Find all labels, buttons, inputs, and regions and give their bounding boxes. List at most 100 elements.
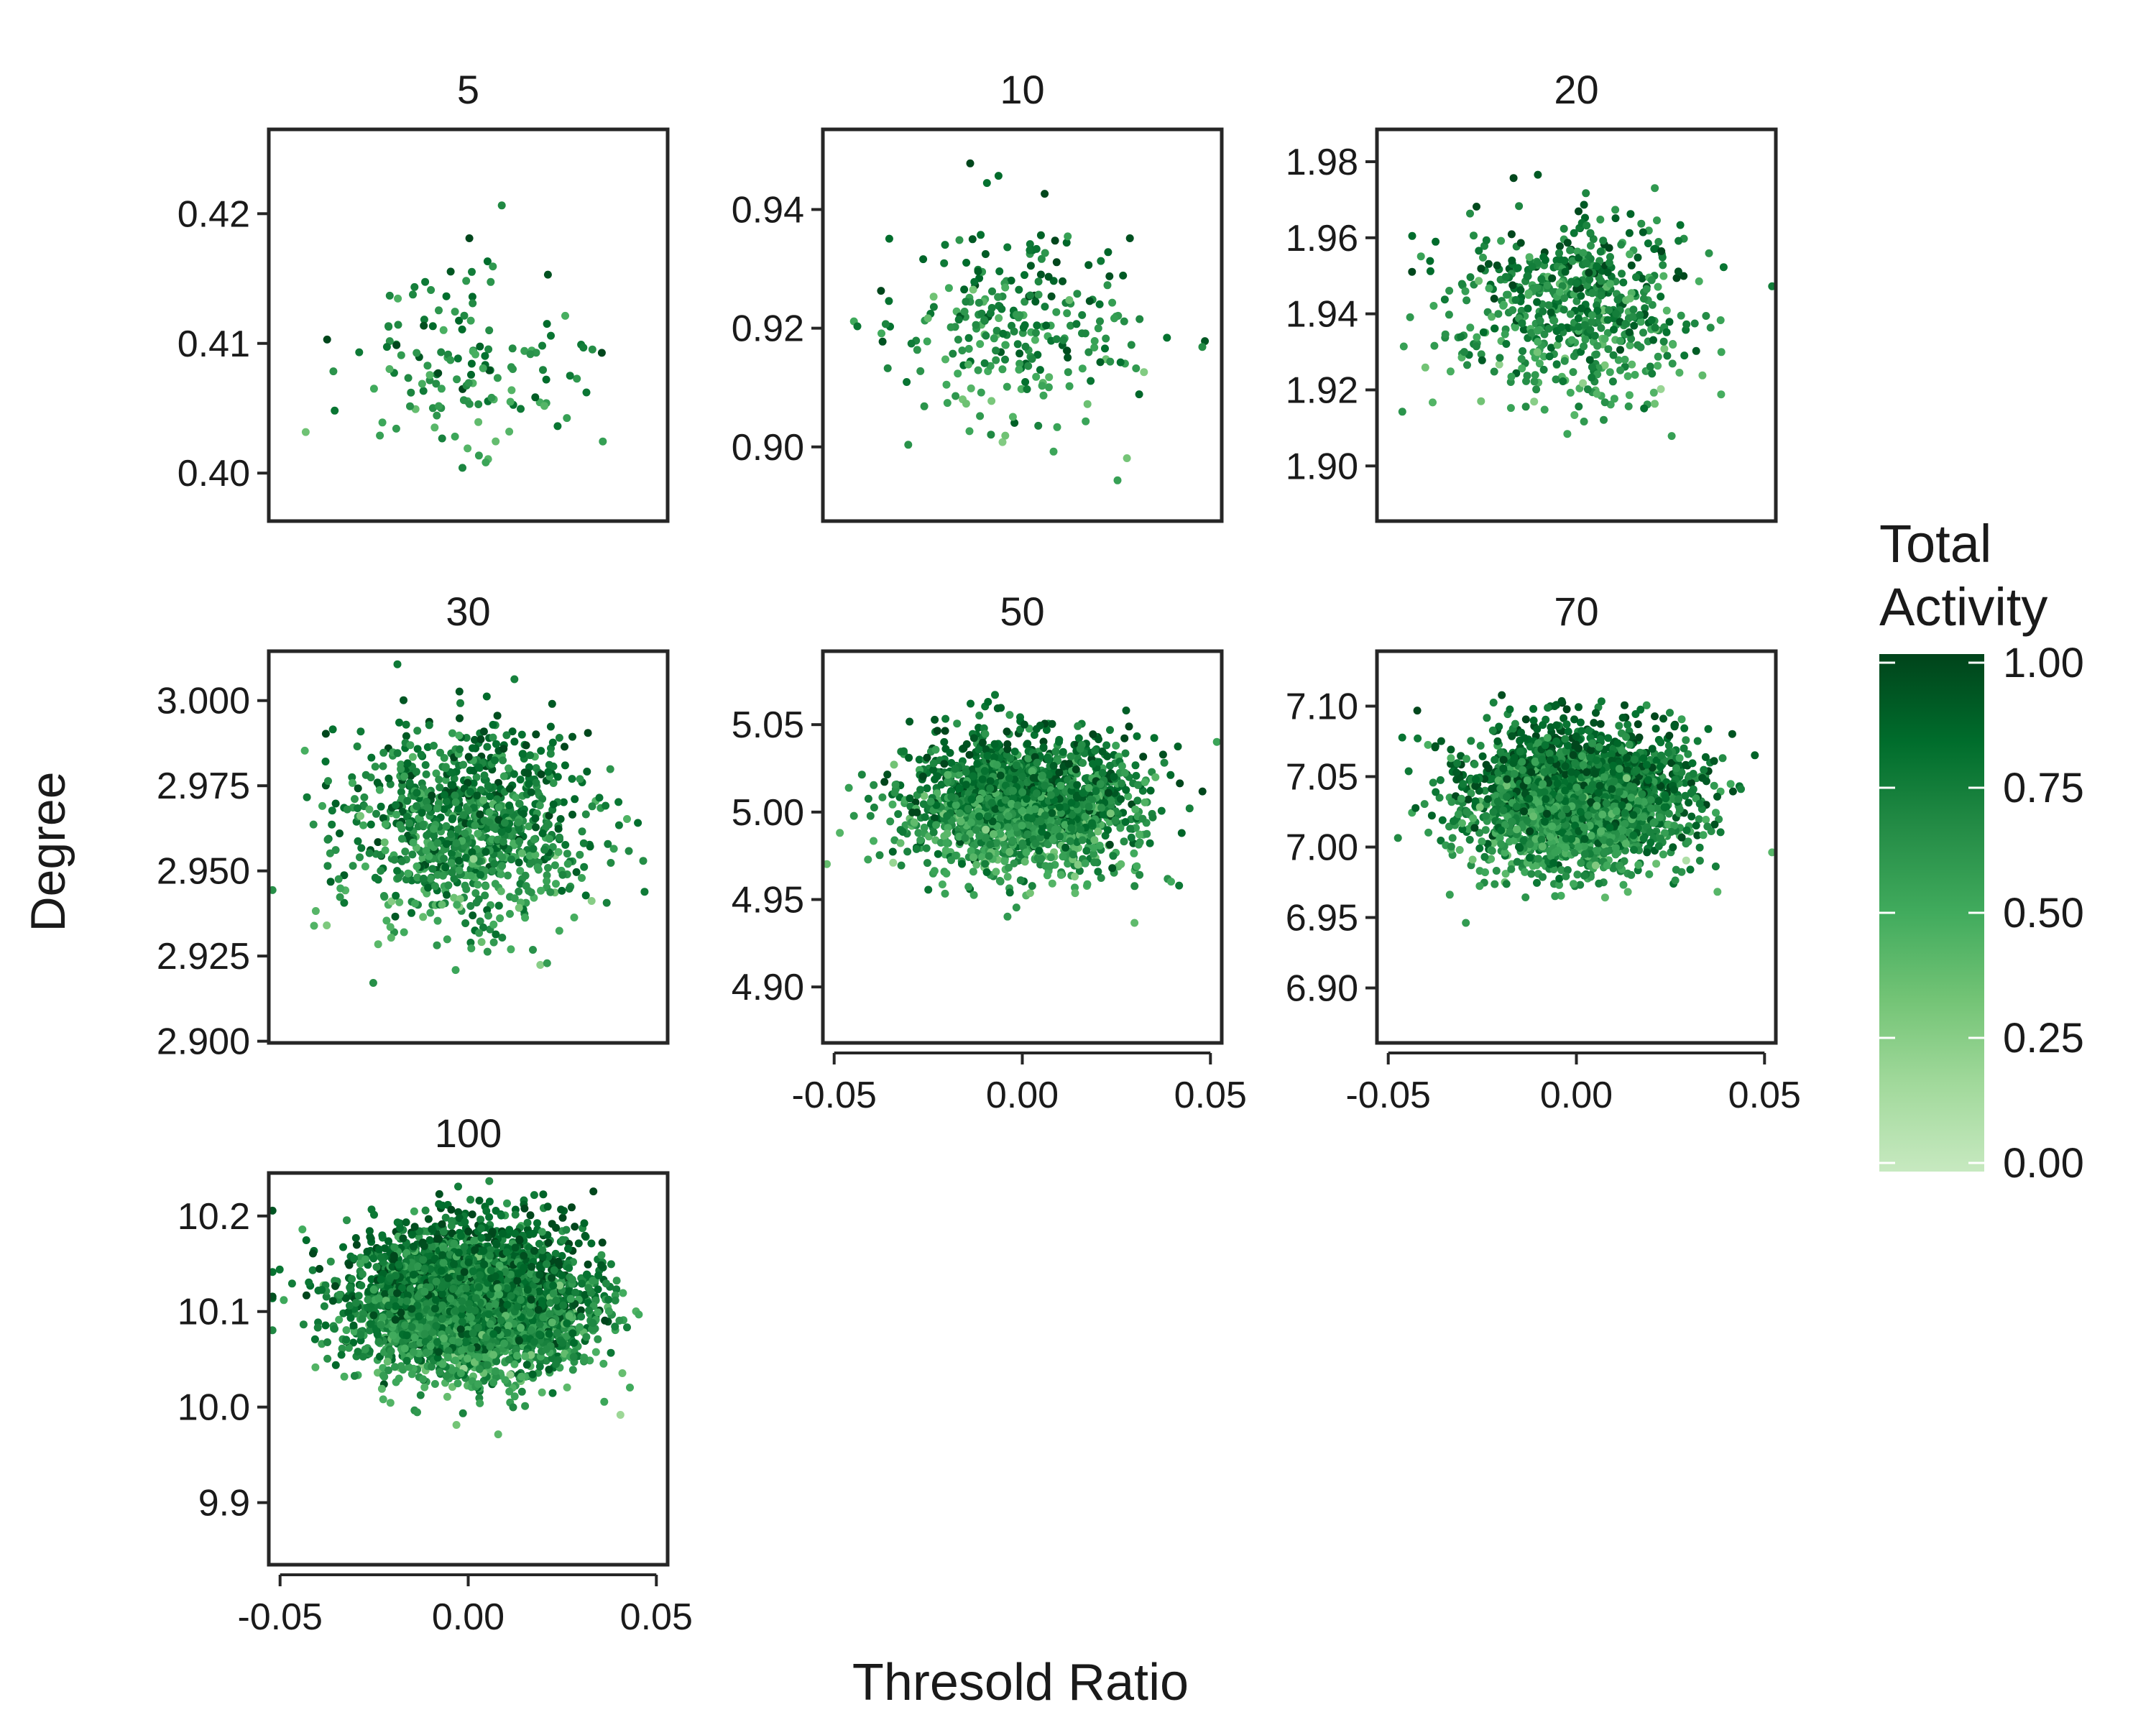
data-point [433, 839, 442, 847]
data-point [459, 811, 468, 819]
data-point [464, 379, 473, 387]
data-point [1582, 189, 1590, 198]
data-point [413, 802, 421, 810]
data-point [1177, 829, 1186, 837]
data-point [1056, 781, 1065, 790]
y-tick-label: 5.00 [732, 792, 804, 834]
data-point [497, 828, 506, 836]
data-point [931, 745, 940, 754]
data-point [1041, 190, 1049, 198]
data-point [1677, 311, 1685, 320]
data-point [496, 914, 505, 923]
data-point [958, 860, 966, 868]
data-point [436, 748, 444, 757]
data-point [1089, 844, 1098, 852]
data-point [1610, 395, 1618, 403]
data-point [558, 870, 567, 879]
data-point [1516, 239, 1525, 247]
data-point [499, 837, 507, 846]
data-point [413, 349, 421, 357]
data-point [1102, 334, 1110, 343]
data-point [430, 824, 438, 833]
data-point [413, 727, 422, 735]
data-point [1605, 259, 1613, 267]
data-point [357, 844, 366, 852]
data-point [984, 698, 992, 706]
data-point [412, 768, 420, 776]
data-point [1651, 400, 1659, 408]
data-point [1566, 388, 1575, 397]
data-point [382, 343, 391, 351]
data-point [1072, 765, 1080, 773]
data-point [387, 934, 395, 942]
data-point [418, 854, 427, 862]
data-point [625, 847, 633, 855]
data-point [1634, 720, 1642, 729]
data-point [1039, 743, 1048, 752]
data-point [1604, 345, 1613, 354]
data-point [555, 926, 563, 935]
data-point [1421, 363, 1429, 372]
data-point [477, 938, 486, 947]
data-point [1028, 767, 1036, 776]
data-point [486, 792, 494, 801]
data-point [548, 843, 557, 851]
data-point [554, 824, 563, 833]
data-point [1127, 833, 1135, 842]
data-point [926, 797, 935, 806]
data-point [1651, 724, 1660, 733]
data-point [989, 830, 998, 838]
data-point [1141, 798, 1149, 806]
y-tick-label: 0.40 [178, 453, 250, 494]
data-point [1586, 326, 1595, 334]
data-point [1515, 202, 1524, 211]
data-point [980, 359, 989, 367]
data-point [1010, 327, 1018, 336]
data-point [516, 867, 525, 875]
data-point [987, 397, 996, 405]
data-point [505, 784, 514, 793]
data-point [1064, 760, 1073, 768]
data-point [1132, 364, 1141, 372]
data-point [510, 894, 519, 903]
data-point [987, 303, 996, 312]
data-point [461, 829, 469, 837]
data-point [964, 883, 973, 891]
data-point [508, 727, 517, 736]
data-point [462, 885, 471, 893]
data-point [489, 733, 497, 742]
data-point [981, 730, 990, 738]
data-point [1078, 364, 1087, 373]
data-point [1398, 733, 1406, 742]
data-point [1176, 779, 1184, 788]
data-point [1084, 802, 1093, 811]
data-point [1035, 847, 1044, 855]
data-point [1059, 336, 1068, 344]
data-point [469, 911, 477, 920]
data-point [543, 270, 552, 279]
data-point [1130, 882, 1139, 891]
data-point [392, 891, 400, 900]
data-point [1108, 864, 1117, 873]
data-point [1072, 320, 1081, 328]
data-point [489, 938, 498, 947]
data-point [1712, 809, 1720, 817]
data-point [494, 803, 503, 811]
data-point [1606, 280, 1615, 288]
data-point [1522, 377, 1530, 385]
data-point [1499, 301, 1508, 310]
data-point [1634, 253, 1642, 262]
data-point [394, 874, 402, 882]
data-point [1429, 302, 1438, 310]
data-point [1626, 341, 1634, 349]
data-point [1640, 404, 1649, 413]
data-point [1475, 277, 1483, 285]
data-point [1490, 295, 1498, 303]
data-point [1016, 876, 1025, 885]
data-point [381, 820, 390, 829]
data-point [481, 351, 489, 360]
data-point [1544, 324, 1553, 333]
data-point [425, 371, 434, 380]
data-point [952, 392, 960, 400]
data-point [877, 287, 885, 295]
